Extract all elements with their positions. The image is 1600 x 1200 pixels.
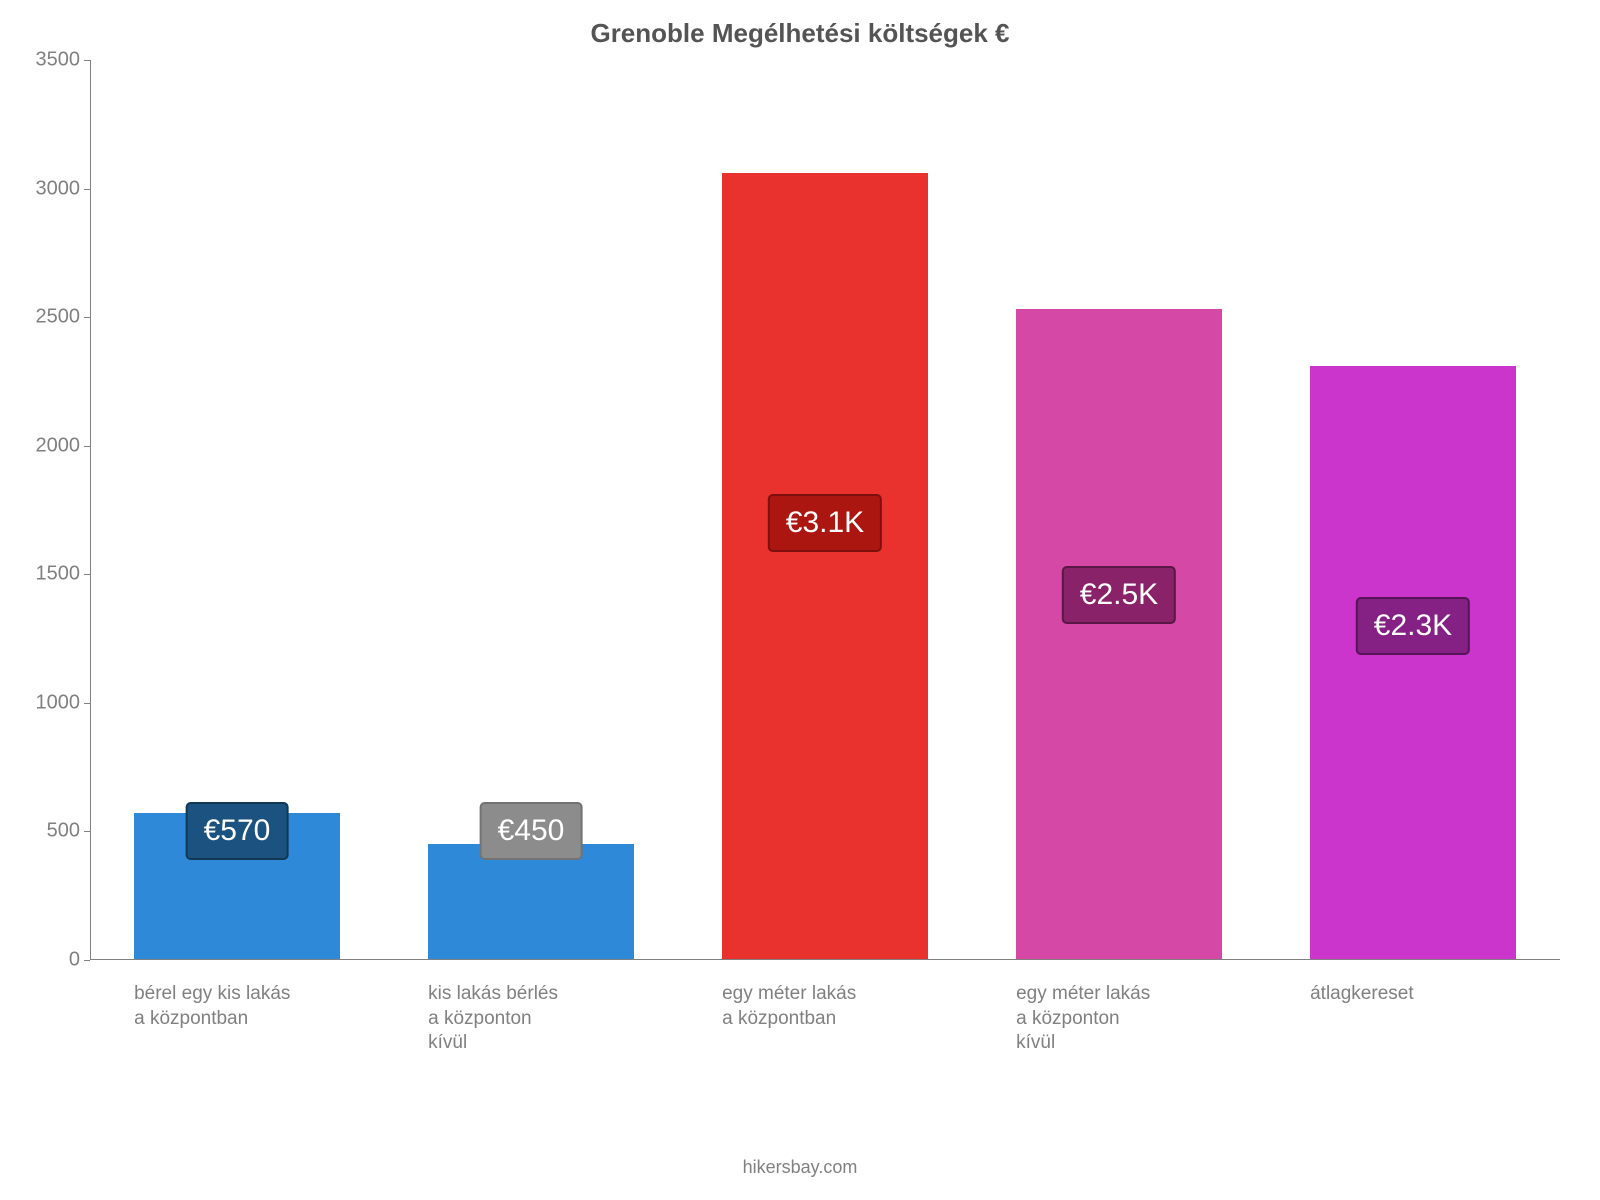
ytick-label: 1500 — [20, 563, 80, 586]
ytick-label: 1000 — [20, 691, 80, 714]
source-label: hikersbay.com — [0, 1157, 1600, 1178]
value-badge: €2.3K — [1356, 597, 1470, 655]
chart-title: Grenoble Megélhetési költségek € — [0, 18, 1600, 49]
value-badge: €450 — [480, 802, 583, 860]
bar — [1310, 366, 1516, 960]
x-label: egy méter lakás a központban — [722, 982, 928, 1031]
plot-area: 0500100015002000250030003500 €570€450€3.… — [90, 60, 1560, 960]
ytick-label: 0 — [20, 949, 80, 972]
bar — [1016, 309, 1222, 960]
x-label: bérel egy kis lakás a központban — [134, 982, 340, 1031]
ytick-label: 2500 — [20, 306, 80, 329]
x-axis — [90, 959, 1560, 960]
ytick-label: 500 — [20, 820, 80, 843]
ytick-label: 3000 — [20, 177, 80, 200]
bar — [722, 173, 928, 960]
ytick-label: 3500 — [20, 49, 80, 72]
x-label: egy méter lakás a központon kívül — [1016, 982, 1222, 1056]
x-label: kis lakás bérlés a központon kívül — [428, 982, 634, 1056]
ytick-line — [84, 960, 90, 961]
chart-container: Grenoble Megélhetési költségek € 0 500 100… — [0, 0, 1600, 1200]
value-badge: €570 — [186, 802, 289, 860]
value-badge: €3.1K — [768, 494, 882, 552]
bar — [428, 844, 634, 960]
value-badge: €2.5K — [1062, 566, 1176, 624]
x-label: átlagkereset — [1310, 982, 1516, 1007]
ytick-label: 2000 — [20, 434, 80, 457]
